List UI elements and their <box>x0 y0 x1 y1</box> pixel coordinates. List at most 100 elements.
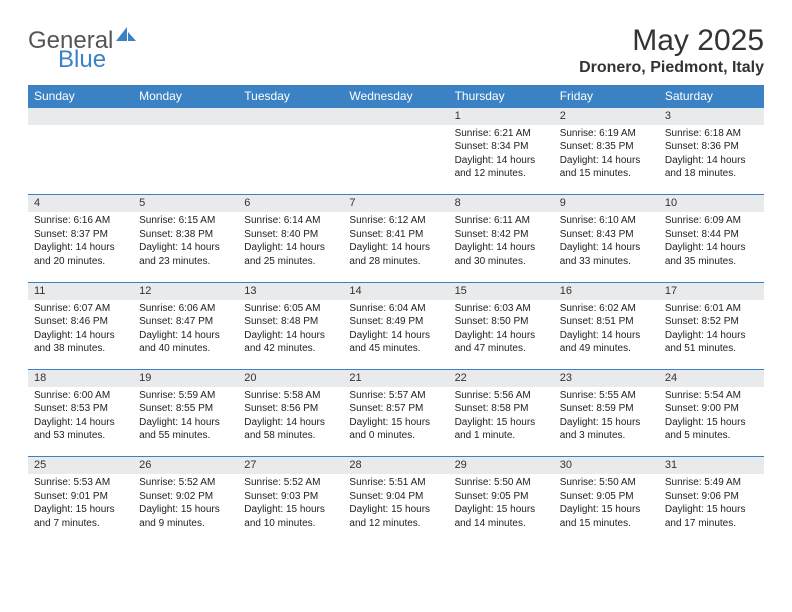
sunset-line: Sunset: 8:59 PM <box>560 402 653 416</box>
logo-text-blue: Blue <box>58 49 138 72</box>
daylight-line: Daylight: 15 hours and 1 minute. <box>455 416 548 443</box>
daylight-line: Daylight: 14 hours and 40 minutes. <box>139 329 232 356</box>
weekday-header: Friday <box>554 85 659 108</box>
daylight-line: Daylight: 14 hours and 25 minutes. <box>244 241 337 268</box>
day-info-cell <box>343 125 448 195</box>
day-number-row: 25262728293031 <box>28 457 764 474</box>
day-info-row: Sunrise: 6:00 AMSunset: 8:53 PMDaylight:… <box>28 387 764 457</box>
sunrise-line: Sunrise: 6:02 AM <box>560 302 653 316</box>
day-number-cell: 7 <box>343 195 448 212</box>
weekday-header: Thursday <box>449 85 554 108</box>
sunrise-line: Sunrise: 6:03 AM <box>455 302 548 316</box>
day-number-cell: 19 <box>133 370 238 387</box>
sunrise-line: Sunrise: 5:53 AM <box>34 476 127 490</box>
sunset-line: Sunset: 8:47 PM <box>139 315 232 329</box>
sunset-line: Sunset: 8:57 PM <box>349 402 442 416</box>
sunrise-line: Sunrise: 6:04 AM <box>349 302 442 316</box>
sunset-line: Sunset: 9:05 PM <box>455 490 548 504</box>
day-number-cell: 27 <box>238 457 343 474</box>
daylight-line: Daylight: 14 hours and 28 minutes. <box>349 241 442 268</box>
day-number-cell: 16 <box>554 282 659 299</box>
day-number-cell: 26 <box>133 457 238 474</box>
daylight-line: Daylight: 14 hours and 33 minutes. <box>560 241 653 268</box>
day-number-row: 45678910 <box>28 195 764 212</box>
sunset-line: Sunset: 8:37 PM <box>34 228 127 242</box>
day-number-cell: 25 <box>28 457 133 474</box>
sunrise-line: Sunrise: 5:52 AM <box>139 476 232 490</box>
day-info-cell: Sunrise: 6:06 AMSunset: 8:47 PMDaylight:… <box>133 300 238 370</box>
sunrise-line: Sunrise: 6:10 AM <box>560 214 653 228</box>
day-info-cell: Sunrise: 6:16 AMSunset: 8:37 PMDaylight:… <box>28 212 133 282</box>
calendar-body: 123Sunrise: 6:21 AMSunset: 8:34 PMDaylig… <box>28 108 764 545</box>
daylight-line: Daylight: 14 hours and 38 minutes. <box>34 329 127 356</box>
day-number-cell: 13 <box>238 282 343 299</box>
sunset-line: Sunset: 8:35 PM <box>560 140 653 154</box>
day-info-cell: Sunrise: 5:49 AMSunset: 9:06 PMDaylight:… <box>659 474 764 544</box>
sunset-line: Sunset: 8:52 PM <box>665 315 758 329</box>
day-number-cell: 8 <box>449 195 554 212</box>
day-info-cell: Sunrise: 6:04 AMSunset: 8:49 PMDaylight:… <box>343 300 448 370</box>
daylight-line: Daylight: 14 hours and 55 minutes. <box>139 416 232 443</box>
day-number-cell: 23 <box>554 370 659 387</box>
day-number-cell: 30 <box>554 457 659 474</box>
sunrise-line: Sunrise: 6:06 AM <box>139 302 232 316</box>
daylight-line: Daylight: 14 hours and 47 minutes. <box>455 329 548 356</box>
day-number-cell: 29 <box>449 457 554 474</box>
day-number-cell: 14 <box>343 282 448 299</box>
sunrise-line: Sunrise: 6:09 AM <box>665 214 758 228</box>
daylight-line: Daylight: 14 hours and 42 minutes. <box>244 329 337 356</box>
day-number-cell: 18 <box>28 370 133 387</box>
daylight-line: Daylight: 15 hours and 0 minutes. <box>349 416 442 443</box>
sunrise-line: Sunrise: 6:21 AM <box>455 127 548 141</box>
calendar-page: GeneralBlue May 2025 Dronero, Piedmont, … <box>0 0 792 564</box>
day-info-cell: Sunrise: 5:50 AMSunset: 9:05 PMDaylight:… <box>449 474 554 544</box>
daylight-line: Daylight: 15 hours and 17 minutes. <box>665 503 758 530</box>
sunset-line: Sunset: 9:00 PM <box>665 402 758 416</box>
day-info-cell: Sunrise: 5:52 AMSunset: 9:03 PMDaylight:… <box>238 474 343 544</box>
sunrise-line: Sunrise: 6:11 AM <box>455 214 548 228</box>
daylight-line: Daylight: 14 hours and 30 minutes. <box>455 241 548 268</box>
day-info-cell: Sunrise: 6:10 AMSunset: 8:43 PMDaylight:… <box>554 212 659 282</box>
month-title: May 2025 <box>579 24 764 57</box>
day-info-cell: Sunrise: 6:09 AMSunset: 8:44 PMDaylight:… <box>659 212 764 282</box>
sunset-line: Sunset: 8:48 PM <box>244 315 337 329</box>
sunset-line: Sunset: 9:06 PM <box>665 490 758 504</box>
sunrise-line: Sunrise: 5:54 AM <box>665 389 758 403</box>
day-number-cell: 12 <box>133 282 238 299</box>
sunrise-line: Sunrise: 6:12 AM <box>349 214 442 228</box>
location: Dronero, Piedmont, Italy <box>579 59 764 77</box>
day-info-cell: Sunrise: 6:03 AMSunset: 8:50 PMDaylight:… <box>449 300 554 370</box>
day-number-cell <box>343 108 448 125</box>
day-number-cell: 21 <box>343 370 448 387</box>
day-info-cell: Sunrise: 5:57 AMSunset: 8:57 PMDaylight:… <box>343 387 448 457</box>
day-number-cell <box>133 108 238 125</box>
daylight-line: Daylight: 14 hours and 15 minutes. <box>560 154 653 181</box>
weekday-header: Sunday <box>28 85 133 108</box>
sunset-line: Sunset: 8:40 PM <box>244 228 337 242</box>
day-info-cell <box>28 125 133 195</box>
daylight-line: Daylight: 15 hours and 10 minutes. <box>244 503 337 530</box>
daylight-line: Daylight: 14 hours and 35 minutes. <box>665 241 758 268</box>
sunrise-line: Sunrise: 6:19 AM <box>560 127 653 141</box>
sunrise-line: Sunrise: 6:07 AM <box>34 302 127 316</box>
weekday-header: Monday <box>133 85 238 108</box>
day-info-cell: Sunrise: 5:53 AMSunset: 9:01 PMDaylight:… <box>28 474 133 544</box>
day-number-cell <box>238 108 343 125</box>
day-info-cell: Sunrise: 5:56 AMSunset: 8:58 PMDaylight:… <box>449 387 554 457</box>
day-number-cell: 4 <box>28 195 133 212</box>
day-info-cell: Sunrise: 6:00 AMSunset: 8:53 PMDaylight:… <box>28 387 133 457</box>
daylight-line: Daylight: 14 hours and 18 minutes. <box>665 154 758 181</box>
day-info-cell: Sunrise: 6:19 AMSunset: 8:35 PMDaylight:… <box>554 125 659 195</box>
day-number-cell: 31 <box>659 457 764 474</box>
day-info-cell: Sunrise: 6:07 AMSunset: 8:46 PMDaylight:… <box>28 300 133 370</box>
daylight-line: Daylight: 14 hours and 12 minutes. <box>455 154 548 181</box>
day-number-cell: 15 <box>449 282 554 299</box>
sunset-line: Sunset: 8:41 PM <box>349 228 442 242</box>
day-info-cell: Sunrise: 6:21 AMSunset: 8:34 PMDaylight:… <box>449 125 554 195</box>
daylight-line: Daylight: 15 hours and 15 minutes. <box>560 503 653 530</box>
sunset-line: Sunset: 9:04 PM <box>349 490 442 504</box>
day-number-cell: 11 <box>28 282 133 299</box>
day-info-cell: Sunrise: 6:02 AMSunset: 8:51 PMDaylight:… <box>554 300 659 370</box>
daylight-line: Daylight: 15 hours and 9 minutes. <box>139 503 232 530</box>
sunset-line: Sunset: 8:44 PM <box>665 228 758 242</box>
